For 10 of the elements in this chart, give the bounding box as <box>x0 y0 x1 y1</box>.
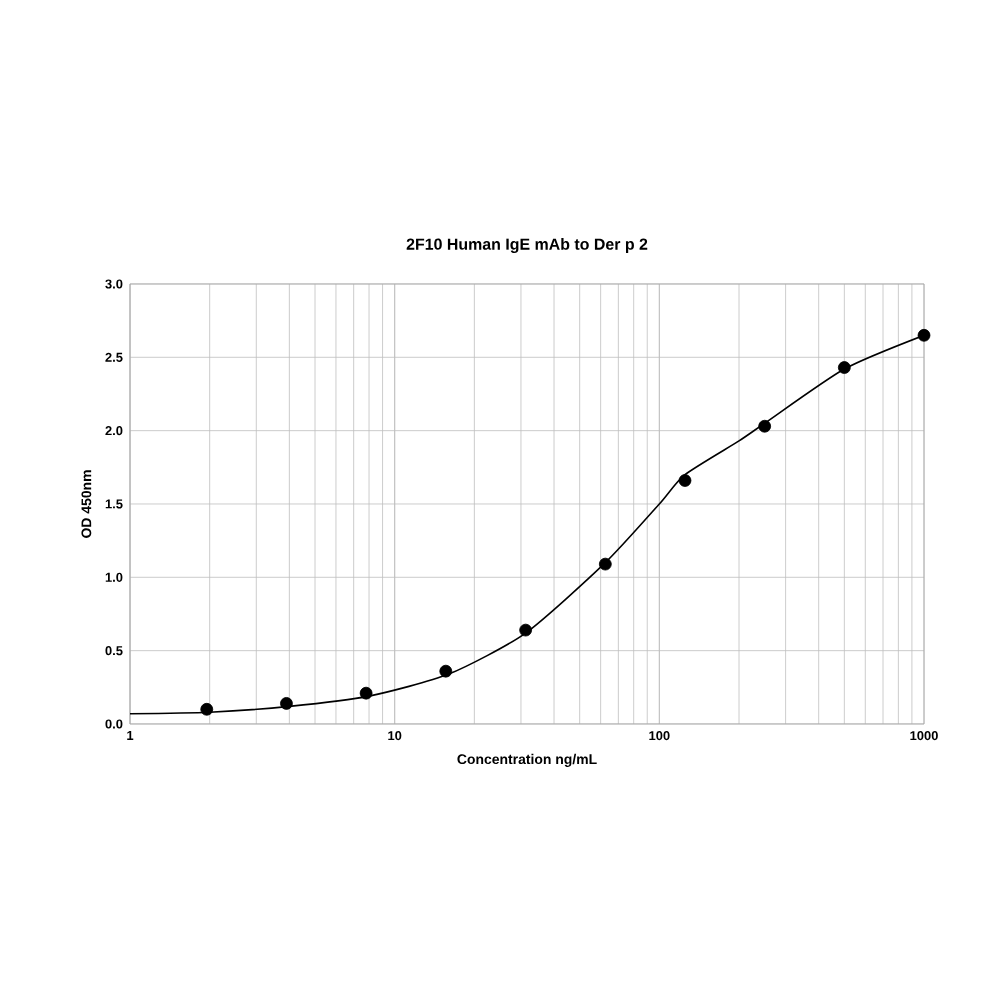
point <box>359 686 373 700</box>
point <box>519 623 533 637</box>
point <box>758 419 772 433</box>
point <box>439 664 453 678</box>
point <box>837 361 851 374</box>
point <box>280 697 293 710</box>
point <box>598 557 612 571</box>
point <box>917 328 931 342</box>
point <box>678 474 692 487</box>
point <box>200 702 214 716</box>
